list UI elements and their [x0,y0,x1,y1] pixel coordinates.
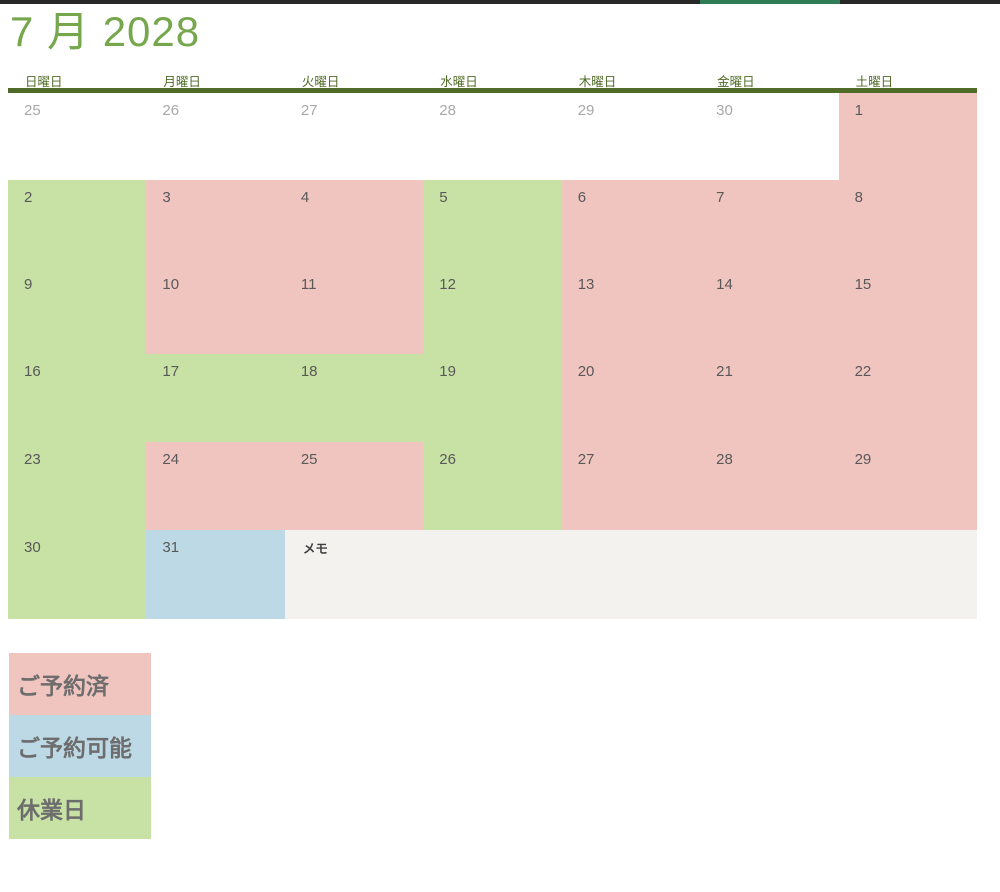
calendar-cell-closed-19[interactable]: 19 [423,354,562,442]
calendar-cell-booked-28[interactable]: 28 [700,442,839,530]
calendar-cell-booked-11[interactable]: 11 [284,267,424,354]
calendar-cell-booked-21[interactable]: 21 [700,354,839,442]
weekday-header-3: 水曜日 [440,75,478,89]
calendar-cell-closed-30[interactable]: 30 [8,530,147,619]
calendar-cell-booked-8[interactable]: 8 [838,180,977,267]
calendar-cell-closed-16[interactable]: 16 [8,354,147,442]
calendar-cell-closed-23[interactable]: 23 [8,442,147,530]
calendar-cell-outside-29[interactable]: 29 [561,93,701,180]
calendar-cell-booked-24[interactable]: 24 [146,442,285,530]
calendar-cell-booked-20[interactable]: 20 [561,354,701,442]
calendar-cell-booked-1[interactable]: 1 [838,93,977,180]
weekday-header-6: 土曜日 [855,75,894,89]
calendar-cell-booked-25[interactable]: 25 [284,442,424,530]
calendar-cell-booked-13[interactable]: 13 [561,267,701,354]
header-rule [8,88,977,93]
memo-area[interactable]: メモ [284,530,977,619]
weekday-header-1: 月曜日 [163,75,201,89]
calendar-month-title: 7 月 2028 [10,8,201,55]
calendar-cell-closed-18[interactable]: 18 [284,354,424,442]
calendar-cell-outside-30[interactable]: 30 [700,93,839,180]
calendar-cell-closed-12[interactable]: 12 [423,267,562,354]
calendar-cell-booked-22[interactable]: 22 [838,354,977,442]
calendar-cell-outside-27[interactable]: 27 [284,93,424,180]
weekday-header-4: 木曜日 [578,75,617,89]
calendar-cell-closed-17[interactable]: 17 [146,354,285,442]
calendar-cell-outside-28[interactable]: 28 [423,93,562,180]
calendar-cell-closed-2[interactable]: 2 [8,180,147,267]
calendar-cell-booked-27[interactable]: 27 [561,442,701,530]
calendar-cell-booked-10[interactable]: 10 [146,267,285,354]
calendar-cell-closed-5[interactable]: 5 [423,180,562,267]
calendar-cell-closed-9[interactable]: 9 [8,267,147,354]
legend: ご予約済 ご予約可能 休業日 [9,653,151,839]
calendar-cell-booked-15[interactable]: 15 [838,267,977,354]
calendar-cell-booked-3[interactable]: 3 [146,180,285,267]
legend-item-booked: ご予約済 [9,653,151,715]
calendar-cell-booked-7[interactable]: 7 [700,180,839,267]
calendar-cell-closed-26[interactable]: 26 [423,442,562,530]
window-edge-accent [700,0,840,4]
calendar-cell-outside-26[interactable]: 26 [146,93,285,180]
calendar-cell-available-31[interactable]: 31 [146,530,285,619]
legend-item-available: ご予約可能 [9,715,151,777]
weekday-header-5: 金曜日 [717,75,755,89]
calendar-cell-booked-6[interactable]: 6 [561,180,701,267]
calendar-cell-booked-29[interactable]: 29 [838,442,977,530]
calendar-cell-booked-4[interactable]: 4 [284,180,424,267]
weekday-header-row: 日曜日 月曜日 火曜日 水曜日 木曜日 金曜日 土曜日 [8,71,977,90]
calendar-cell-booked-14[interactable]: 14 [700,267,839,354]
weekday-header-2: 火曜日 [301,75,340,89]
legend-item-closed: 休業日 [9,777,151,839]
weekday-header-0: 日曜日 [25,75,63,89]
window-edge-bar [0,0,1000,4]
calendar-cell-outside-25[interactable]: 25 [8,93,147,180]
calendar-grid: 25 26 27 28 29 30 1 2 3 4 5 6 7 8 9 10 11 12 13 14 15 16 17 18 1… [8,93,977,619]
